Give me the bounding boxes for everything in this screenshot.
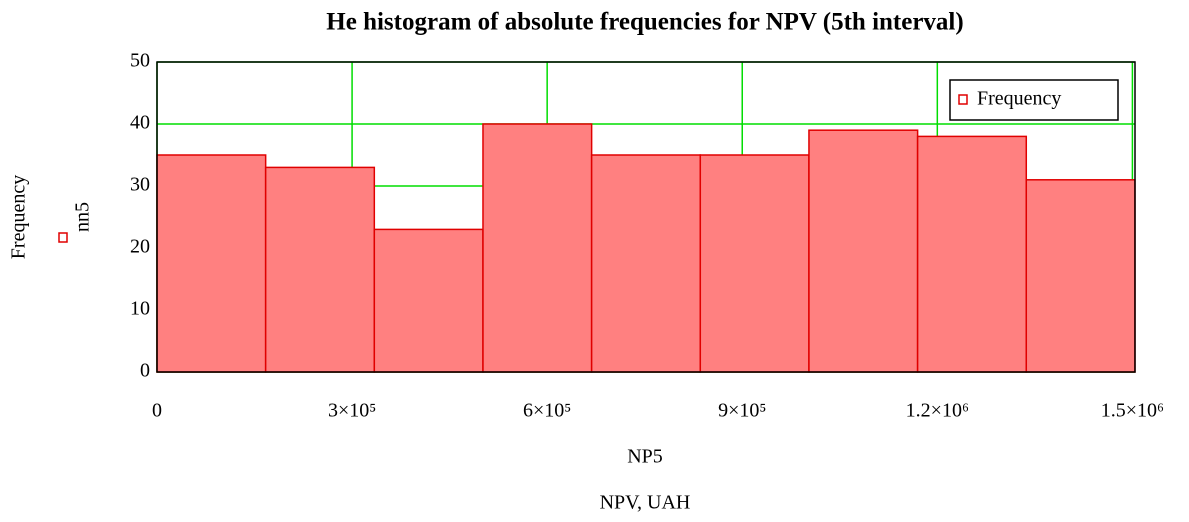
y-axis-label: Frequency (8, 175, 30, 259)
y-expression: nn5 (72, 202, 94, 232)
bar (808, 129, 919, 373)
y-expression-marker (58, 232, 68, 243)
y-tick-label: 30 (130, 174, 150, 196)
chart-title: He histogram of absolute frequencies for… (326, 9, 963, 36)
plot-frame (156, 61, 1136, 373)
y-tick-label: 50 (130, 50, 150, 72)
bar (373, 228, 484, 373)
x-tick-label: 1.2×10⁶ (906, 400, 969, 422)
x-tick-label: 1.5×10⁶ (1101, 400, 1164, 422)
bar (264, 166, 376, 373)
y-tick-label: 40 (130, 112, 150, 134)
bar (1025, 179, 1136, 373)
legend-marker (958, 94, 968, 105)
x-axis-label: NPV, UAH (600, 492, 691, 514)
y-tick-label: 10 (130, 298, 150, 320)
y-tick-label: 0 (140, 360, 150, 382)
x-tick-label: 6×10⁵ (523, 400, 571, 422)
bar (916, 135, 1028, 373)
x-tick-label: 0 (152, 400, 162, 422)
bar (699, 154, 810, 373)
x-expression: NP5 (627, 446, 663, 468)
bar (156, 154, 267, 373)
legend-box (949, 79, 1119, 121)
x-tick-label: 9×10⁵ (718, 400, 766, 422)
y-tick-label: 20 (130, 236, 150, 258)
legend-label: Frequency (977, 88, 1061, 110)
bar (590, 154, 702, 373)
bar (482, 123, 593, 373)
x-tick-label: 3×10⁵ (328, 400, 376, 422)
